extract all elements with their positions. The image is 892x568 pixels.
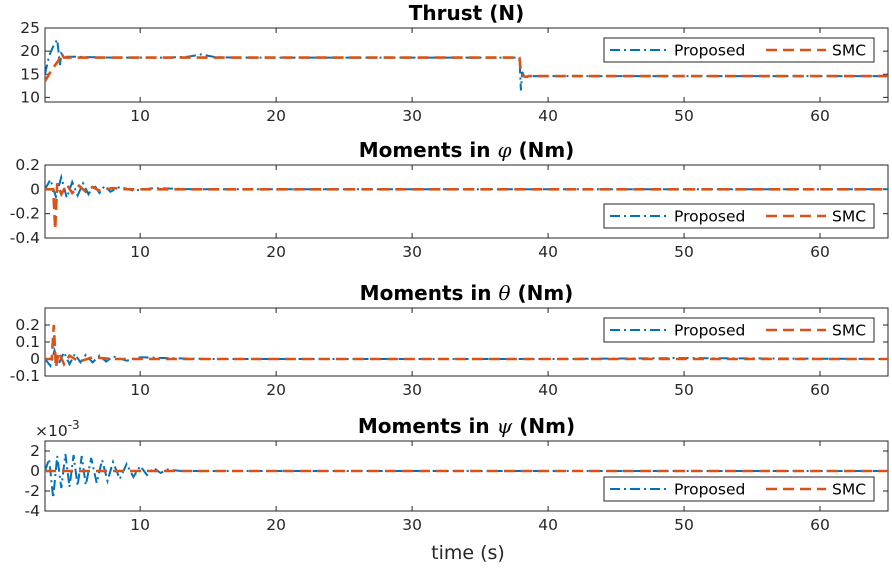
x-tick-label: 30 xyxy=(402,107,422,125)
x-tick-label: 20 xyxy=(266,107,286,125)
x-axis-label: time (s) xyxy=(431,542,505,564)
series-line-proposed xyxy=(45,173,888,202)
title-suffix: (Nm) xyxy=(511,281,574,305)
subplot-title: Moments in φ (Nm) xyxy=(359,138,575,162)
series-line-proposed xyxy=(45,36,888,91)
legend-label-proposed: Proposed xyxy=(674,322,745,340)
y-tick-label: 20 xyxy=(20,42,40,60)
x-tick-label: 20 xyxy=(266,381,286,399)
title-symbol: ψ xyxy=(497,414,513,438)
x-tick-label: 60 xyxy=(810,107,830,125)
y-tick-label: 2 xyxy=(30,442,40,460)
x-tick-label: 30 xyxy=(402,516,422,534)
x-tick-label: 30 xyxy=(402,381,422,399)
legend-label-smc: SMC xyxy=(832,208,866,226)
x-tick-label: 50 xyxy=(674,381,694,399)
subplot-title: Moments in θ (Nm) xyxy=(360,281,574,305)
series-line-smc xyxy=(45,181,888,230)
x-tick-label: 60 xyxy=(810,381,830,399)
y-tick-label: -0.1 xyxy=(10,367,40,385)
x-tick-label: 10 xyxy=(130,381,150,399)
legend-label-proposed: Proposed xyxy=(674,481,745,499)
y-exponent-label: ×10-3 xyxy=(35,418,80,440)
title-main: Moments in xyxy=(360,281,499,305)
x-tick-label: 10 xyxy=(130,516,150,534)
y-tick-label: 25 xyxy=(20,19,40,37)
subplot-3: Moments in θ (Nm) 10 20 30 40 50 60 -0.100.10.2… xyxy=(10,281,889,399)
series-line-smc xyxy=(45,50,888,82)
subplot-1: Thrust (N) 10 20 30 40 50 60 10 15 20 25 Proposed SM… xyxy=(20,1,889,125)
y-tick-label: 10 xyxy=(20,88,40,106)
legend-label-proposed: Proposed xyxy=(674,42,745,60)
y-tick-label: 0 xyxy=(30,350,40,368)
x-tick-label: 50 xyxy=(674,107,694,125)
legend-label-smc: SMC xyxy=(832,481,866,499)
series-line-smc xyxy=(45,324,888,368)
legend-box xyxy=(603,317,875,343)
title-symbol: θ xyxy=(498,281,510,305)
x-tick-label: 40 xyxy=(538,243,558,261)
x-tick-label: 20 xyxy=(266,516,286,534)
exponent-power: -3 xyxy=(68,418,80,432)
legend-box xyxy=(603,476,875,502)
x-tick-label: 60 xyxy=(810,243,830,261)
title-main: Moments in xyxy=(358,414,497,438)
y-tick-label: 0 xyxy=(30,180,40,198)
y-tick-label: 0.2 xyxy=(15,156,40,174)
legend: Proposed SMC xyxy=(603,37,875,63)
y-tick-label: 15 xyxy=(20,65,40,83)
x-tick-label: 40 xyxy=(538,381,558,399)
title-symbol: φ xyxy=(497,138,511,162)
subplot-title: Thrust (N) xyxy=(409,1,524,25)
x-tick-label: 30 xyxy=(402,243,422,261)
legend: Proposed SMC xyxy=(603,317,875,343)
x-tick-label: 40 xyxy=(538,516,558,534)
x-tick-label: 20 xyxy=(266,243,286,261)
y-tick-label: -4 xyxy=(25,502,40,520)
y-tick-label: 0.2 xyxy=(15,316,40,334)
title-suffix: (Nm) xyxy=(512,414,575,438)
title-suffix: (Nm) xyxy=(511,138,574,162)
subplot-4: Moments in ψ (Nm) 10 20 30 40 50 60 -4 -2 0 2 ×10-3… xyxy=(25,414,889,534)
x-tick-label: 10 xyxy=(130,243,150,261)
legend-box xyxy=(603,37,875,63)
x-tick-label: 60 xyxy=(810,516,830,534)
legend-label-proposed: Proposed xyxy=(674,208,745,226)
x-tick-label: 10 xyxy=(130,107,150,125)
legend: Proposed SMC xyxy=(603,203,875,229)
title-main: Thrust (N) xyxy=(409,1,524,25)
legend-label-smc: SMC xyxy=(832,322,866,340)
subplot-title: Moments in ψ (Nm) xyxy=(358,414,575,438)
y-tick-label: 0.1 xyxy=(15,333,40,351)
x-tick-label: 50 xyxy=(674,243,694,261)
y-tick-label: -0.4 xyxy=(10,229,40,247)
y-tick-label: 0 xyxy=(30,462,40,480)
legend: Proposed SMC xyxy=(603,476,875,502)
x-tick-label: 50 xyxy=(674,516,694,534)
x-tick-label: 40 xyxy=(538,107,558,125)
legend-label-smc: SMC xyxy=(832,42,866,60)
y-tick-label: -2 xyxy=(25,482,40,500)
subplot-2: Moments in φ (Nm) 10 20 30 40 50 60 -0.4 -0.2 0 0.… xyxy=(10,138,889,261)
y-tick-label: -0.2 xyxy=(10,205,40,223)
title-main: Moments in xyxy=(359,138,498,162)
legend-box xyxy=(603,203,875,229)
exponent-base: ×10 xyxy=(35,422,68,440)
